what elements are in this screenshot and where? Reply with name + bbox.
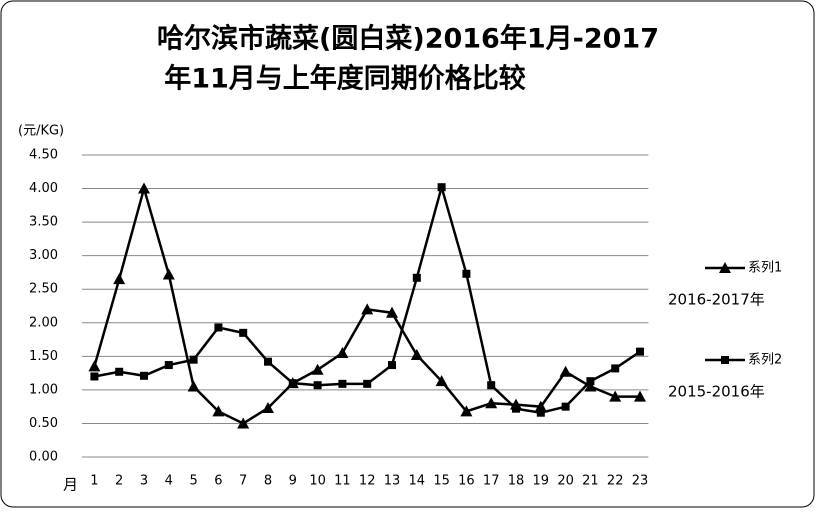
- x-tick-label: 14: [409, 474, 426, 489]
- data-point: [586, 377, 595, 386]
- data-point: [512, 404, 520, 413]
- x-tick-label: 6: [214, 474, 222, 489]
- y-tick-label: 3.50: [29, 215, 58, 230]
- data-point: [609, 390, 622, 402]
- series-annotation: 2015-2016年: [668, 383, 765, 401]
- x-tick-label: 2: [115, 474, 123, 489]
- data-point: [462, 269, 471, 278]
- x-tick-label: 11: [334, 474, 351, 489]
- data-point: [187, 380, 200, 392]
- data-point: [264, 357, 272, 366]
- data-point: [189, 355, 198, 364]
- x-tick-label: 13: [384, 474, 401, 489]
- data-point: [561, 402, 570, 411]
- x-tick-label: 1: [90, 474, 98, 489]
- x-tick-label: 7: [239, 474, 247, 489]
- data-point: [115, 367, 124, 376]
- series-annotation: 2016-2017年: [668, 291, 765, 309]
- data-point: [262, 402, 274, 414]
- data-point: [88, 360, 101, 372]
- data-point: [435, 375, 448, 387]
- data-point: [140, 371, 148, 380]
- data-point: [410, 348, 423, 360]
- data-point: [162, 268, 175, 280]
- x-tick-label: 9: [289, 474, 297, 489]
- x-tick-label: 15: [433, 474, 450, 489]
- legend-marker: [721, 356, 729, 364]
- data-point: [485, 397, 498, 409]
- y-tick-label: 1.50: [29, 349, 58, 364]
- data-point: [487, 381, 496, 390]
- data-point: [559, 365, 572, 377]
- legend-label: 系列2: [748, 353, 782, 368]
- x-tick-label: 5: [189, 474, 197, 489]
- x-tick-label: 12: [359, 474, 376, 489]
- y-tick-label: 4.50: [29, 148, 58, 163]
- data-point: [437, 183, 446, 192]
- x-tick-label: 18: [508, 474, 525, 489]
- x-tick-label: 16: [458, 474, 475, 489]
- data-point: [288, 379, 297, 388]
- x-tick-label: 22: [607, 474, 624, 489]
- data-point: [536, 408, 545, 417]
- y-tick-label: 3.00: [29, 248, 58, 263]
- data-point: [338, 379, 347, 388]
- x-tick-label: 20: [557, 474, 574, 489]
- data-point: [388, 361, 396, 370]
- x-tick-label: 21: [582, 474, 599, 489]
- data-point: [90, 372, 99, 381]
- data-point: [336, 346, 349, 358]
- data-point: [239, 328, 248, 337]
- x-tick-label: 17: [483, 474, 500, 489]
- data-point: [138, 182, 150, 194]
- y-tick-label: 1.00: [29, 382, 58, 397]
- x-tick-label: 4: [165, 474, 173, 489]
- data-point: [214, 323, 223, 332]
- x-tick-label: 3: [140, 474, 148, 489]
- x-tick-label: 23: [632, 474, 649, 489]
- y-tick-label: 4.00: [29, 181, 58, 196]
- x-axis-label: 月: [63, 476, 78, 494]
- data-point: [412, 273, 421, 282]
- legend-marker: [719, 262, 731, 273]
- data-point: [164, 361, 173, 370]
- data-point: [611, 364, 620, 373]
- data-point: [361, 303, 374, 315]
- x-tick-label: 19: [533, 474, 550, 489]
- legend-label: 系列1: [748, 261, 782, 276]
- y-axis-label: (元/KG): [18, 124, 64, 139]
- data-point: [634, 390, 646, 402]
- data-point: [311, 363, 324, 375]
- y-tick-label: 0.50: [29, 416, 58, 431]
- y-tick-label: 2.00: [29, 315, 58, 330]
- data-point: [313, 381, 322, 390]
- data-point: [113, 273, 126, 285]
- data-point: [584, 380, 597, 392]
- data-point: [212, 405, 225, 417]
- data-point: [237, 417, 250, 429]
- x-tick-label: 8: [264, 474, 272, 489]
- chart-title: 哈尔滨市蔬菜(圆白菜)2016年1月-2017: [157, 23, 659, 55]
- data-point: [363, 379, 372, 388]
- chart-title: 年11月与上年度同期价格比较: [164, 63, 526, 95]
- y-tick-label: 2.50: [29, 282, 58, 297]
- data-point: [386, 306, 398, 318]
- data-point: [636, 347, 644, 356]
- x-tick-label: 10: [309, 474, 326, 489]
- y-tick-label: 0.00: [29, 450, 58, 465]
- data-point: [460, 405, 473, 417]
